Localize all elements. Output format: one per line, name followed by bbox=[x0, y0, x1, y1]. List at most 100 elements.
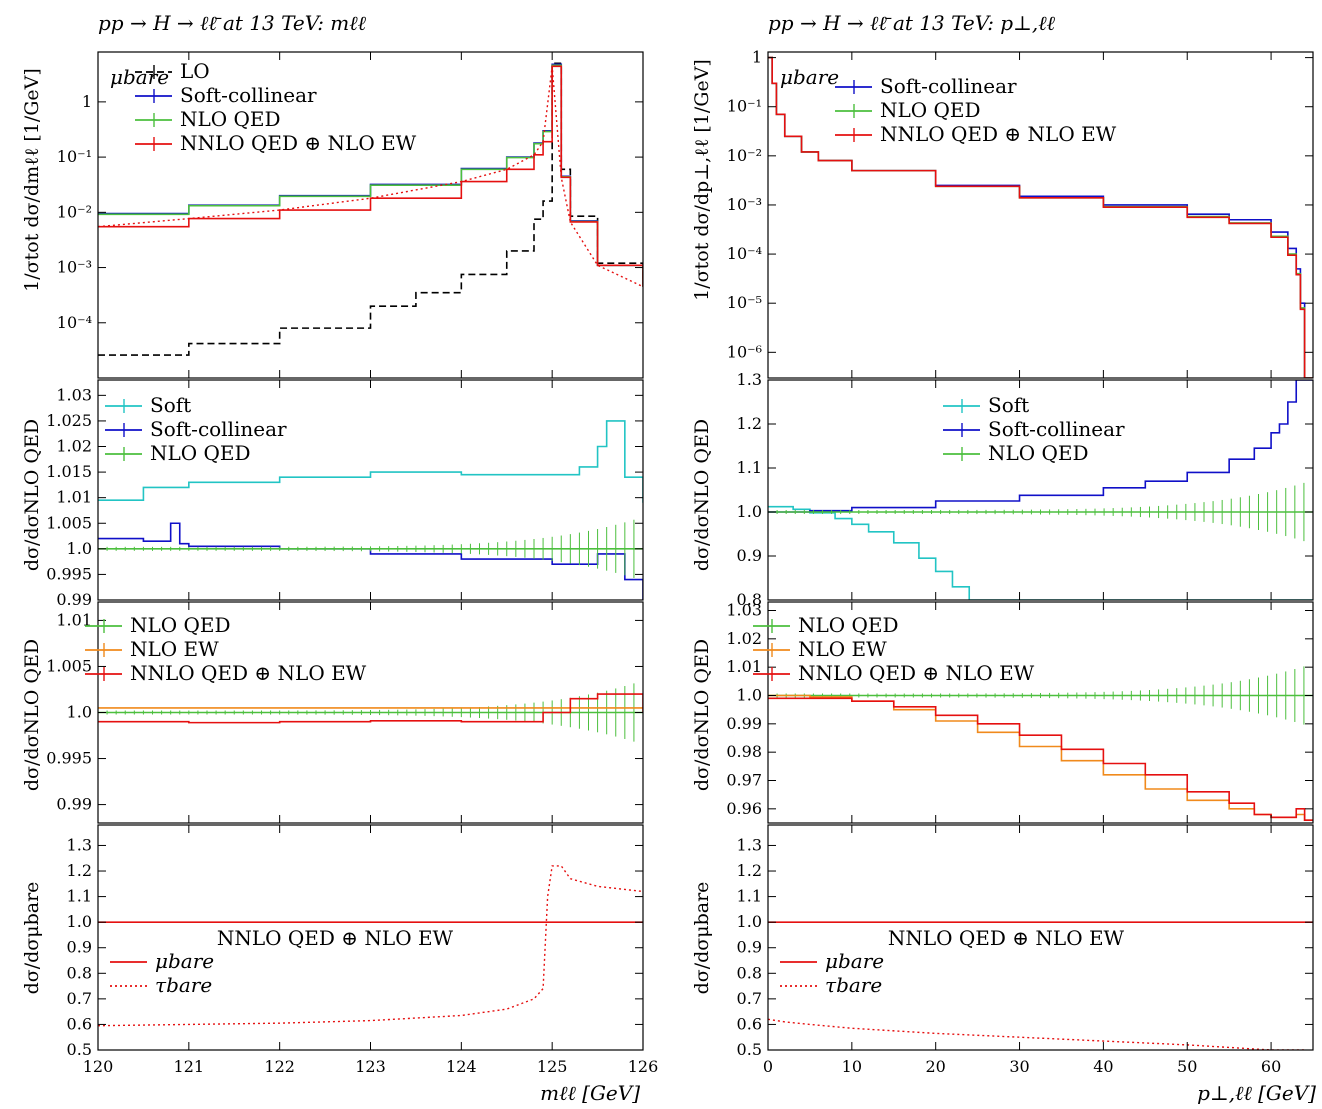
y-tick-label: 1.3 bbox=[737, 835, 762, 854]
y-tick-label: 0.6 bbox=[67, 1014, 92, 1033]
y-tick-label: 0.5 bbox=[737, 1040, 762, 1059]
legend-label: Soft bbox=[988, 393, 1029, 417]
series-line-nnlo-qed-nlo-ew bbox=[768, 697, 1313, 821]
legend-title: NNLO QED ⊕ NLO EW bbox=[217, 926, 454, 950]
series-line-nnlo-qed-nlo-ew bbox=[98, 65, 643, 287]
legend-label: Soft-collinear bbox=[180, 83, 317, 107]
left-ratio2-y-axis-label: dσ/dσNLO QED bbox=[21, 639, 43, 791]
x-tick-label: 123 bbox=[355, 1057, 386, 1076]
y-tick-label: 0.9 bbox=[737, 938, 762, 957]
y-tick-label: 0.995 bbox=[46, 749, 92, 768]
y-tick-label: 10⁻⁵ bbox=[727, 293, 762, 312]
panel-pt-main: 10⁻⁶ 10⁻⁵ 10⁻⁴ 10⁻³ 10⁻² 10⁻¹ 1 μbare Soft-colli… bbox=[727, 48, 1314, 379]
legend-label: τbare bbox=[825, 973, 882, 997]
right-title: pp → H → ℓℓ̄ at 13 TeV: p⊥,ℓℓ bbox=[768, 11, 1056, 35]
y-tick-label: 1.01 bbox=[56, 488, 92, 507]
mu-bare-tag: μbare bbox=[110, 65, 169, 89]
y-tick-label: 1.005 bbox=[46, 656, 92, 675]
series-line-soft-collinear bbox=[768, 380, 1313, 513]
panel-pt-ratio2: 0.96 0.97 0.98 0.99 1.0 1.01 1.02 1.03 NLO QEDNL… bbox=[726, 601, 1314, 824]
y-tick-label: 1.0 bbox=[737, 912, 762, 931]
x-tick-label: 20 bbox=[926, 1057, 946, 1076]
x-tick-label: 10 bbox=[842, 1057, 862, 1076]
legend-label: NLO QED bbox=[150, 441, 251, 465]
y-tick-label: 1 bbox=[82, 92, 92, 111]
series-line-nnlo-qed-nlo-ew bbox=[98, 693, 643, 724]
legend-label: NLO EW bbox=[130, 637, 219, 661]
panel-mll-ratio3: 120 121 122 123 124 125 126 0.5 0.6 0.7 0.8 0.9 1.0 1… bbox=[67, 824, 659, 1076]
legend-label: NLO QED bbox=[180, 107, 281, 131]
legend-label: LO bbox=[180, 59, 210, 83]
left-ratio3-y-axis-label: dσ/dσμbare bbox=[21, 882, 43, 995]
y-tick-label: 1.03 bbox=[726, 601, 762, 620]
left-title: pp → H → ℓℓ̄ at 13 TeV: mℓℓ bbox=[98, 11, 367, 35]
y-tick-label: 1.3 bbox=[737, 370, 762, 389]
x-tick-label: 60 bbox=[1261, 1057, 1281, 1076]
legend-label: Soft-collinear bbox=[150, 417, 287, 441]
x-tick-label: 124 bbox=[446, 1057, 477, 1076]
panel-frame bbox=[767, 824, 1314, 1051]
y-tick-label: 1.01 bbox=[56, 610, 92, 629]
y-tick-label: 1.02 bbox=[56, 437, 92, 456]
y-tick-label: 10⁻³ bbox=[57, 258, 92, 277]
x-tick-label: 126 bbox=[628, 1057, 659, 1076]
legend-label: NLO QED bbox=[798, 613, 899, 637]
right-ratio1-y-axis-label: dσ/dσNLO QED bbox=[691, 419, 713, 571]
legend-label: NNLO QED ⊕ NLO EW bbox=[180, 131, 417, 155]
y-tick-label: 0.9 bbox=[67, 938, 92, 957]
y-tick-label: 0.8 bbox=[737, 590, 762, 609]
series-group bbox=[768, 380, 1313, 600]
y-tick-label: 10⁻⁴ bbox=[57, 313, 92, 332]
y-tick-label: 1.2 bbox=[67, 861, 92, 880]
series-group bbox=[98, 420, 643, 600]
y-tick-label: 1.3 bbox=[67, 835, 92, 854]
legend-label: τbare bbox=[155, 973, 212, 997]
right-x-axis-label: p⊥,ℓℓ [GeV] bbox=[1197, 1081, 1316, 1105]
y-tick-label: 0.97 bbox=[726, 771, 762, 790]
legend-label: μbare bbox=[825, 949, 884, 973]
y-tick-label: 1.0 bbox=[737, 502, 762, 521]
y-tick-label: 1.01 bbox=[726, 657, 762, 676]
series-line-nnlo-qed-nlo-ew bbox=[768, 56, 1313, 378]
y-tick-label: 10⁻¹ bbox=[727, 97, 762, 116]
y-tick-label: 1.02 bbox=[726, 629, 762, 648]
y-tick-label: 0.7 bbox=[67, 989, 92, 1008]
x-tick-label: 121 bbox=[174, 1057, 205, 1076]
series-group bbox=[768, 663, 1313, 821]
y-tick-label: 1.0 bbox=[67, 539, 92, 558]
panel-mll-ratio1: 0.99 0.995 1.0 1.005 1.01 1.015 1.02 1.025 1.03 S… bbox=[46, 379, 644, 609]
right-ratio3-y-axis-label: dσ/dσμbare bbox=[691, 882, 713, 995]
series-group bbox=[98, 62, 643, 356]
y-tick-label: 10⁻¹ bbox=[57, 147, 92, 166]
legend-label: Soft-collinear bbox=[988, 417, 1125, 441]
y-tick-label: 1.1 bbox=[737, 458, 762, 477]
legend-label: NNLO QED ⊕ NLO EW bbox=[798, 661, 1035, 685]
y-tick-label: 1 bbox=[752, 48, 762, 67]
series-line-soft bbox=[98, 420, 643, 503]
left-main-y-axis-label: 1/σtot dσ/dmℓℓ [1/GeV] bbox=[21, 68, 43, 292]
legend-label: Soft bbox=[150, 393, 191, 417]
legend-label: NLO QED bbox=[130, 613, 231, 637]
panel-frame bbox=[767, 601, 1314, 824]
panel-frame bbox=[767, 51, 1314, 379]
y-tick-label: 10⁻³ bbox=[727, 195, 762, 214]
x-tick-label: 120 bbox=[83, 1057, 114, 1076]
y-tick-label: 10⁻⁶ bbox=[727, 342, 762, 361]
y-tick-label: 0.98 bbox=[726, 742, 762, 761]
x-tick-label: 0 bbox=[763, 1057, 773, 1076]
y-tick-label: 0.96 bbox=[726, 799, 762, 818]
panel-mll-main: 10⁻⁴ 10⁻³ 10⁻² 10⁻¹ 1 μbare LOSoft-collinearNL… bbox=[57, 51, 644, 379]
left-x-axis-label: mℓℓ [GeV] bbox=[540, 1081, 640, 1105]
x-tick-label: 125 bbox=[537, 1057, 568, 1076]
legend-label: NNLO QED ⊕ NLO EW bbox=[130, 661, 367, 685]
y-tick-label: 0.995 bbox=[46, 564, 92, 583]
y-tick-label: 0.5 bbox=[67, 1040, 92, 1059]
y-tick-label: 10⁻² bbox=[57, 202, 92, 221]
y-tick-label: 1.0 bbox=[67, 912, 92, 931]
x-tick-label: 122 bbox=[264, 1057, 295, 1076]
y-tick-label: 0.8 bbox=[737, 963, 762, 982]
y-tick-label: 0.99 bbox=[56, 590, 92, 609]
legend-label: NLO QED bbox=[880, 98, 981, 122]
